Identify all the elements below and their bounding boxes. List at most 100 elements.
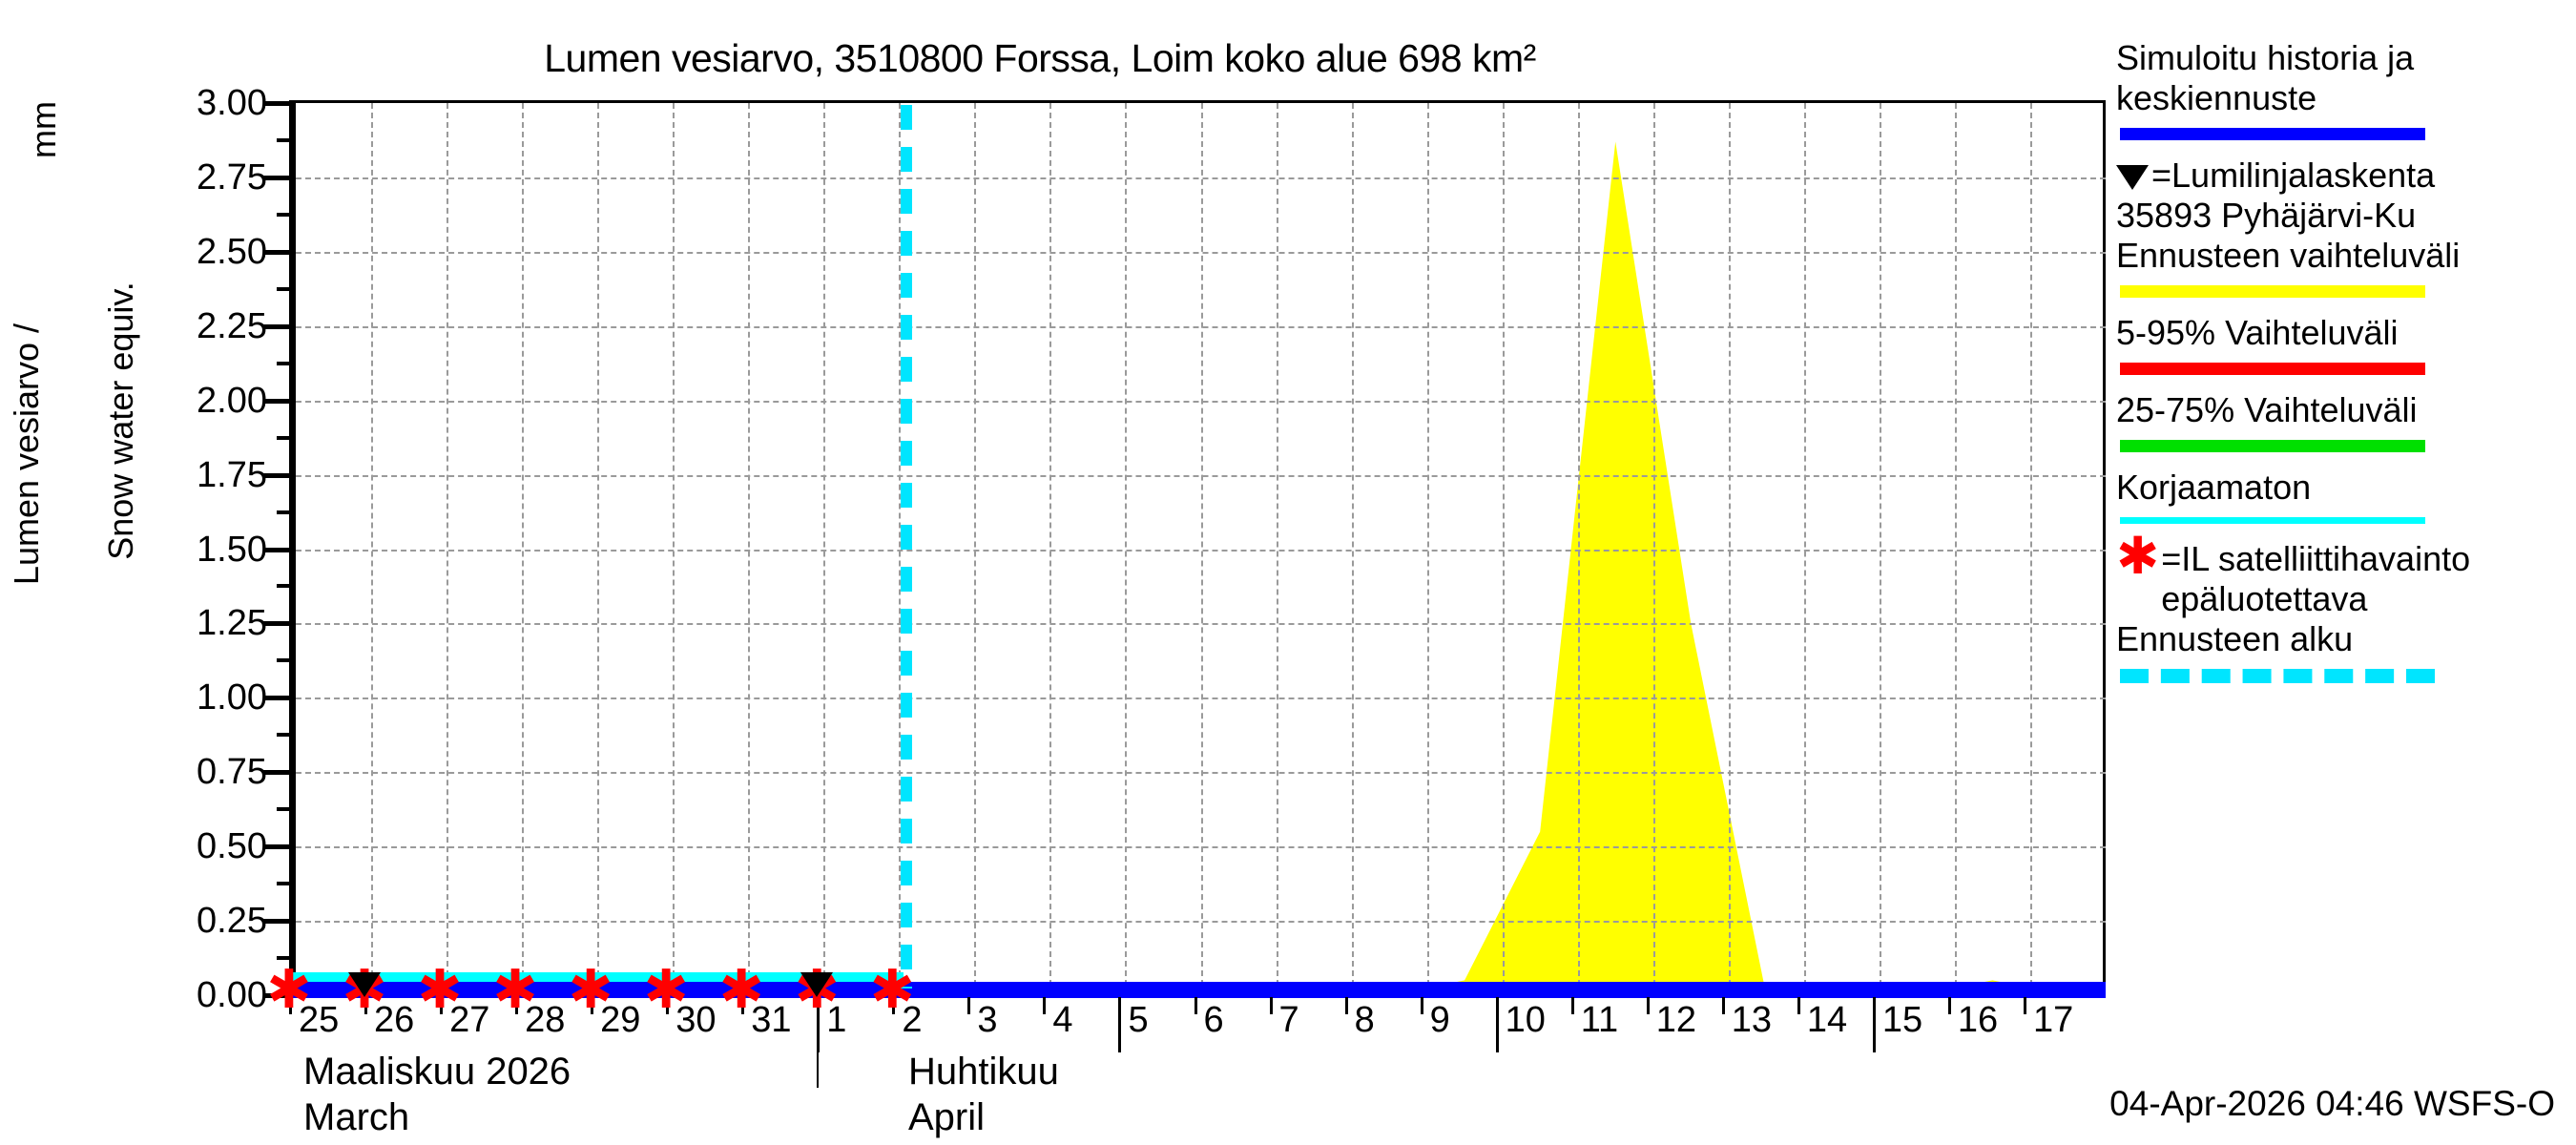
y-axis-tick-mark: [263, 101, 296, 106]
asterisk-icon: ✱: [2116, 526, 2160, 586]
x-axis-tick-mark: [1947, 997, 1951, 1014]
x-axis-tick-label: 3: [977, 1000, 998, 1040]
x-axis-tick-mark: [1495, 997, 1499, 1052]
y-axis-tick-mark: [263, 696, 296, 701]
x-axis-tick-mark: [1269, 997, 1273, 1014]
satellite-observation-marker-icon: ✱: [869, 959, 915, 1021]
vertical-gridline: [899, 103, 902, 995]
legend-label-forecast-range: Ennusteen vaihteluväli: [2116, 236, 2461, 275]
page-title: Lumen vesiarvo, 3510800 Forssa, Loim kok…: [544, 36, 1536, 80]
month-caption-en-0: March: [303, 1096, 410, 1138]
x-axis-tick-label: 13: [1731, 1000, 1773, 1040]
x-axis-tick-mark: [892, 997, 896, 1014]
x-axis-tick-mark: [1797, 997, 1800, 1014]
snowline-calculation-marker-icon: [800, 972, 834, 997]
legend-label-station-pyhajarvi: 35893 Pyhäjärvi-Ku: [2116, 196, 2417, 235]
x-axis-tick-label: 17: [2032, 1000, 2074, 1040]
legend-label-forecast-start: Ennusteen alku: [2116, 619, 2354, 658]
vertical-gridline: [1200, 103, 1203, 995]
vertical-gridline: [1954, 103, 1957, 995]
y-axis-tick-mark: [263, 621, 296, 627]
x-axis-tick-mark: [1646, 997, 1650, 1014]
x-axis-tick-mark: [515, 997, 519, 1014]
legend: Simuloitu historia ja keskiennuste =Lumil…: [2116, 38, 2565, 698]
y-axis-tick-label: 0.50: [197, 826, 267, 867]
x-axis-tick-label: 15: [1881, 1000, 1923, 1040]
legend-swatch-range-5-95: [2120, 363, 2425, 375]
vertical-gridline: [447, 103, 449, 995]
x-axis-tick-label: 31: [751, 1000, 792, 1040]
y-axis-tick-label: 2.25: [197, 305, 267, 346]
vertical-gridline: [1426, 103, 1429, 995]
satellite-observation-marker-icon: ✱: [643, 959, 689, 1021]
vertical-gridline: [1502, 103, 1505, 995]
vertical-gridline: [974, 103, 977, 995]
y-axis-minor-tick-mark: [277, 435, 296, 440]
triangle-down-icon: [2116, 165, 2149, 190]
legend-swatch-forecast-range: [2120, 285, 2425, 298]
y-axis-tick-label: 2.50: [197, 231, 267, 272]
y-axis-tick-labels: 3.00 2.75 2.50 2.25 2.00 1.75 1.50 1.25 1.00 0.75…: [124, 0, 267, 1145]
vertical-gridline: [371, 103, 374, 995]
x-axis-tick-mark: [1420, 997, 1423, 1014]
x-axis-tick-mark: [364, 997, 368, 1014]
y-axis-minor-tick-mark: [277, 658, 296, 663]
y-axis-minor-tick-mark: [277, 882, 296, 886]
vertical-gridline: [1652, 103, 1655, 995]
vertical-gridline: [522, 103, 525, 995]
x-axis-tick-label: 30: [675, 1000, 717, 1040]
legend-label-simulated-history-mean-forecast: Simuloitu historia ja keskiennuste: [2116, 38, 2415, 117]
x-axis-tick-label: 27: [449, 1000, 490, 1040]
satellite-observation-marker-icon: ✱: [417, 959, 463, 1021]
y-axis-minor-tick-mark: [277, 286, 296, 291]
y-axis-tick-label: 2.75: [197, 156, 267, 198]
footer-timestamp: 04-Apr-2026 04:46 WSFS-O: [2109, 1084, 2555, 1123]
plot-inner: [296, 103, 2106, 995]
x-axis-tick-mark: [1194, 997, 1197, 1014]
vertical-gridline: [748, 103, 751, 995]
vertical-gridline: [597, 103, 600, 995]
legend-swatch-simulated-history-mean-forecast: [2120, 128, 2425, 140]
x-axis-tick-mark: [440, 997, 444, 1014]
x-axis-tick-mark: [591, 997, 594, 1014]
y-axis-tick-mark: [263, 472, 296, 478]
legend-swatch-uncorrected: [2120, 517, 2425, 524]
satellite-observation-marker-icon: ✱: [568, 959, 613, 1021]
x-axis-tick-label: 9: [1429, 1000, 1450, 1040]
x-axis-tick-label: 16: [1957, 1000, 1999, 1040]
x-axis-tick-mark: [666, 997, 670, 1014]
vertical-gridline: [1803, 103, 1806, 995]
month-separator: [817, 997, 820, 1088]
y-axis-minor-tick-mark: [277, 510, 296, 514]
plot-top-border: [289, 100, 2106, 103]
simulated-history-line: [289, 982, 2106, 998]
x-axis-tick-label: 2: [902, 1000, 923, 1040]
y-axis-tick-mark: [263, 323, 296, 329]
y-axis-tick-label: 1.75: [197, 454, 267, 495]
x-axis-tick-mark: [1570, 997, 1574, 1014]
forecast-range-area: [333, 141, 2068, 995]
y-axis-tick-mark: [263, 175, 296, 180]
y-axis-tick-label: 1.50: [197, 529, 267, 570]
x-axis-tick-mark: [1721, 997, 1725, 1014]
y-axis-minor-tick-mark: [277, 212, 296, 217]
month-caption-fi-0: Maaliskuu 2026: [303, 1051, 571, 1093]
y-axis-tick-mark: [263, 547, 296, 552]
vertical-gridline: [1879, 103, 1881, 995]
x-axis-tick-label: 12: [1655, 1000, 1697, 1040]
x-axis-tick-mark: [1344, 997, 1348, 1014]
satellite-observation-marker-icon: ✱: [492, 959, 538, 1021]
x-axis-tick-label: 1: [826, 1000, 847, 1040]
vertical-gridline: [673, 103, 675, 995]
y-axis-tick-label: 1.25: [197, 603, 267, 644]
x-axis-tick-mark: [741, 997, 745, 1014]
legend-item-il-satellite-observation-unreliable: ✱ =IL satelliittihavainto epäluotettava: [2116, 526, 2565, 619]
plot-area: [263, 101, 2106, 998]
legend-swatch-forecast-start: [2120, 669, 2435, 683]
y-axis-tick-label: 2.00: [197, 380, 267, 421]
vertical-gridline: [2029, 103, 2032, 995]
y-axis-tick-mark: [263, 919, 296, 925]
legend-label-uncorrected: Korjaamaton: [2116, 468, 2312, 507]
satellite-observation-marker-icon: ✱: [718, 959, 764, 1021]
x-axis-tick-mark: [1872, 997, 1876, 1052]
